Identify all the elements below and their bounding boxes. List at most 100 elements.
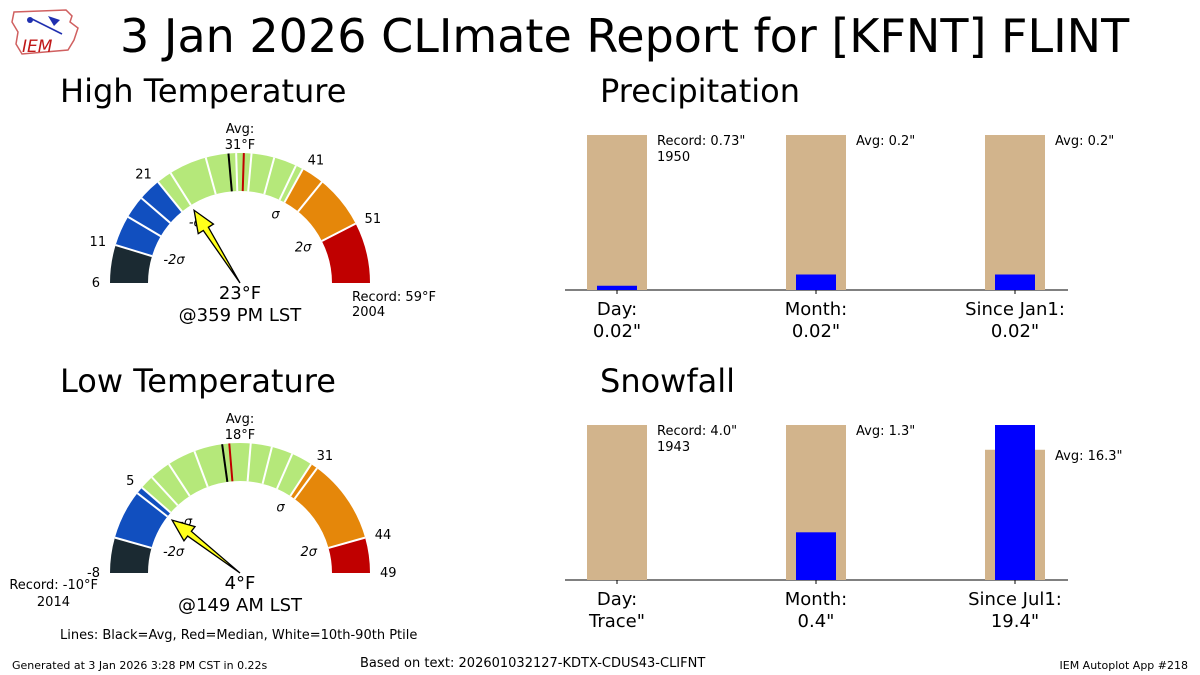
record-year: 2014	[37, 595, 70, 610]
gauge-band	[284, 169, 356, 241]
footer-app: IEM Autoplot App #218	[1059, 659, 1189, 672]
percentile-line	[168, 463, 191, 497]
gauge-tick-label: 31	[317, 449, 334, 464]
category-label: Since Jul1:	[968, 589, 1062, 610]
percentile-line	[127, 216, 162, 238]
sigma-label: σ	[276, 501, 285, 516]
observed-time: @149 AM LST	[178, 595, 303, 616]
sigma-divider	[289, 463, 312, 497]
category-value: 19.4"	[991, 611, 1039, 632]
footer-source: Based on text: 202601032127-KDTX-CDUS43-…	[360, 656, 706, 671]
percentile-line	[151, 476, 179, 506]
reference-label: Avg: 1.3"	[856, 424, 915, 439]
percentile-line	[140, 197, 171, 224]
observed-bar	[995, 425, 1035, 580]
observed-value: 23°F	[219, 283, 261, 304]
percentile-line	[204, 157, 217, 195]
observed-bar	[995, 274, 1035, 290]
sigma-label: 2σ	[295, 240, 312, 255]
sigma-label: σ	[271, 208, 280, 223]
needle-arrow	[193, 208, 241, 284]
gauge-band	[115, 182, 183, 257]
sigma-divider	[283, 168, 304, 203]
gauge-band	[141, 444, 228, 513]
gauge-tick-label: 5	[126, 474, 134, 489]
reference-bar	[985, 135, 1045, 290]
median-line	[228, 443, 234, 482]
gauge-band	[321, 223, 370, 283]
record-year: 1950	[657, 150, 690, 165]
sigma-divider	[115, 244, 153, 258]
reference-label: Record: 4.0"	[657, 424, 737, 439]
chart-title: High Temperature	[60, 72, 346, 110]
percentile-line	[136, 492, 169, 518]
reference-bar	[786, 135, 846, 290]
percentile-line	[169, 172, 192, 206]
category-value: 0.4"	[798, 611, 835, 632]
needle-arrow	[170, 519, 241, 574]
percentile-line	[293, 467, 318, 500]
gauge-tick-label: 11	[90, 235, 107, 250]
gauge-band	[110, 245, 153, 283]
percentile-line	[278, 165, 297, 201]
gauge-tick-label: 51	[365, 212, 382, 227]
category-value: 0.02"	[792, 321, 840, 342]
logo-text: IEM	[22, 37, 53, 57]
gauge-tick-label: 44	[375, 528, 392, 543]
average-line	[227, 153, 233, 192]
gauge-tick-label: 49	[380, 566, 397, 581]
footer-generated: Generated at 3 Jan 2026 3:28 PM CST in 0…	[12, 659, 268, 672]
observed-bar	[597, 285, 637, 290]
avg-value: 31°F	[225, 138, 256, 153]
observed-value: 4°F	[225, 573, 256, 594]
chart-title: Low Temperature	[60, 362, 336, 400]
record-year: 1943	[657, 440, 690, 455]
reference-bar	[587, 135, 647, 290]
sigma-label: 2σ	[301, 545, 318, 560]
gauge-tick-label: 41	[308, 153, 325, 168]
percentile-line	[297, 181, 323, 213]
gauge-band	[114, 487, 171, 548]
observed-bar	[796, 532, 836, 580]
percentile-line	[193, 450, 209, 488]
category-label: Month:	[785, 299, 847, 320]
percentile-line	[263, 157, 276, 195]
legend-note: Lines: Black=Avg, Red=Median, White=10th…	[60, 628, 418, 643]
sigma-divider	[141, 486, 172, 514]
avg-label: Avg:	[226, 412, 254, 427]
category-label: Day:	[597, 299, 637, 320]
chart-title: Precipitation	[600, 72, 800, 110]
category-label: Month:	[785, 589, 847, 610]
percentile-line	[276, 453, 294, 490]
sigma-divider	[157, 181, 183, 213]
category-value: Trace"	[588, 611, 645, 632]
page-title: 3 Jan 2026 CLImate Report for [KFNT] FLI…	[120, 9, 1130, 63]
category-value: 0.02"	[593, 321, 641, 342]
percentile-line	[247, 153, 253, 192]
gauge-band	[290, 464, 366, 548]
percentile-line	[235, 153, 239, 192]
reference-label: Avg: 0.2"	[856, 134, 915, 149]
percentile-line	[261, 446, 273, 485]
reference-label: Avg: 16.3"	[1055, 449, 1123, 464]
category-value: 0.02"	[991, 321, 1039, 342]
gauge-band	[158, 153, 232, 212]
category-label: Day:	[597, 589, 637, 610]
avg-value: 18°F	[225, 428, 256, 443]
record-label: Record: -10°F	[9, 578, 98, 593]
reference-label: Avg: 0.2"	[1055, 134, 1114, 149]
percentile-line	[246, 443, 252, 482]
record-year: 2004	[352, 305, 385, 320]
gauge-tick-label: 21	[135, 167, 152, 182]
sigma-divider	[114, 536, 152, 549]
reference-label: Record: 0.73"	[657, 134, 745, 149]
avg-label: Avg:	[226, 122, 254, 137]
median-line	[241, 153, 245, 192]
reference-bar	[587, 425, 647, 580]
observed-time: @359 PM LST	[179, 305, 303, 326]
record-label: Record: 59°F	[352, 290, 436, 305]
chart-title: Snowfall	[600, 362, 735, 400]
